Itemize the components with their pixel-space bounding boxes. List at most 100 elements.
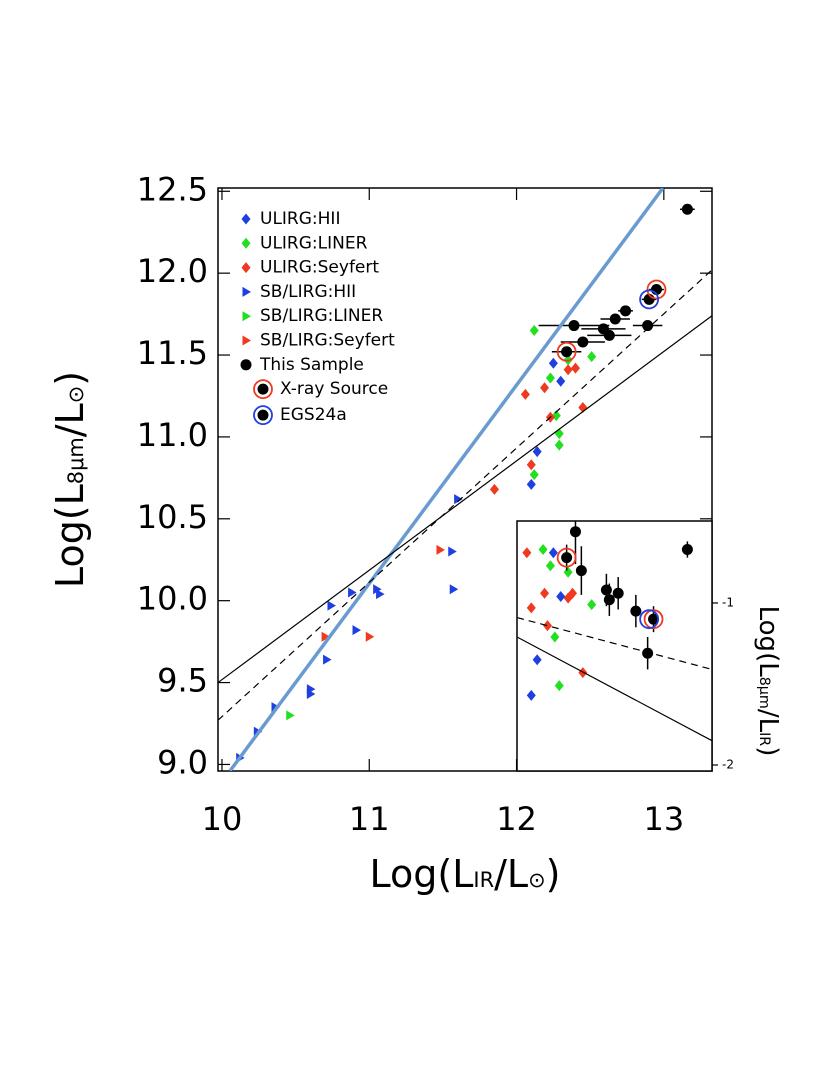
legend-label: SB/LIRG:LINER <box>260 306 383 326</box>
y-axis-label-part: ⊙ <box>64 386 88 404</box>
plot-area <box>517 521 712 742</box>
ring-marker <box>646 279 667 300</box>
circle-marker <box>612 587 624 599</box>
y2-axis-label-part: 8μm <box>757 677 773 709</box>
triangle-marker <box>365 631 375 642</box>
legend-label: X-ray Source <box>280 379 388 399</box>
circle-marker <box>630 605 642 617</box>
fit-line <box>517 616 712 670</box>
diamond-marker <box>529 324 539 336</box>
ring-marker <box>643 609 664 630</box>
diamond-marker <box>563 566 573 578</box>
y2-tick-label: -1 <box>722 595 734 609</box>
diamond-marker <box>551 410 561 422</box>
x-tick-label: 12 <box>496 800 537 838</box>
diamond-marker <box>529 469 539 481</box>
x-axis-label-part: /L <box>494 852 528 896</box>
diamond-marker <box>241 262 251 274</box>
triangle-marker <box>321 631 331 642</box>
diamond-marker <box>568 587 578 599</box>
ring-marker <box>556 341 577 362</box>
circle-marker <box>561 346 573 358</box>
y-tick-label: 10.0 <box>137 580 208 618</box>
fit-line <box>218 315 712 684</box>
ring-marker <box>253 379 273 400</box>
circle-marker <box>681 203 693 215</box>
y2-axis-label-part: ) <box>754 746 784 756</box>
diamond-marker <box>526 689 536 701</box>
y2-axis-label-part: /L <box>754 709 784 733</box>
x-axis-label-part: Log(L <box>370 852 474 896</box>
diamond-marker <box>550 631 560 643</box>
y-tick-label: 10.5 <box>137 498 208 536</box>
diamond-marker <box>554 439 564 451</box>
ring-marker <box>639 609 660 630</box>
triangle-marker <box>242 311 251 322</box>
circle-marker <box>569 526 581 538</box>
x-axis-label: Log(LIR/L⊙) <box>370 852 561 896</box>
circle-marker <box>648 613 660 625</box>
legend-label: SB/LIRG:HII <box>260 282 356 302</box>
diamond-marker <box>241 213 251 225</box>
diamond-marker <box>526 602 536 614</box>
diamond-marker <box>489 483 499 495</box>
circle-marker <box>642 320 654 332</box>
diamond-marker <box>540 587 550 599</box>
triangle-marker <box>454 494 463 505</box>
x-tick-label: 10 <box>202 800 243 838</box>
diamond-marker <box>532 446 542 458</box>
y-tick-label: 11.0 <box>137 416 208 454</box>
fit-line <box>517 636 712 742</box>
circle-marker <box>575 565 587 577</box>
ring-marker <box>556 547 577 568</box>
y-axis-label-part: ) <box>48 371 92 386</box>
x-axis-label-part: ⊙ <box>528 868 546 892</box>
ring-marker <box>639 289 660 310</box>
diamond-marker <box>532 654 542 666</box>
y2-axis-label: Log(L8μm/LIR) <box>754 606 784 757</box>
y-axis-label: Log(L8μm/L⊙) <box>48 371 92 588</box>
diamond-marker <box>554 680 564 692</box>
circle-marker <box>257 383 269 395</box>
diamond-marker <box>526 478 536 490</box>
diamond-marker <box>542 620 552 632</box>
x-tick-label: 11 <box>349 800 390 838</box>
y-axis-label-part: /L <box>48 403 92 437</box>
triangle-marker <box>373 584 382 595</box>
diamond-marker <box>522 547 532 559</box>
y-axis-label-part: Log(L <box>48 484 92 588</box>
y-tick-label: 12.0 <box>137 252 208 290</box>
circle-marker <box>600 584 612 596</box>
legend-label: EGS24a <box>280 405 347 425</box>
x-tick-label: 13 <box>643 800 684 838</box>
diamond-marker <box>545 560 555 572</box>
x-axis-label-part: ) <box>546 852 561 896</box>
circle-marker <box>603 594 615 606</box>
circle-marker <box>568 320 580 332</box>
diamond-marker <box>540 382 550 394</box>
circle-marker <box>642 647 654 659</box>
legend-label: ULIRG:HII <box>260 209 340 229</box>
circle-marker <box>681 544 693 556</box>
circle-marker <box>257 409 269 421</box>
circle-marker <box>561 552 573 564</box>
diamond-marker <box>545 372 555 384</box>
y-tick-label: 12.5 <box>137 170 208 208</box>
triangle-marker <box>449 584 459 595</box>
y2-tick-label: -2 <box>722 758 734 772</box>
legend-label: ULIRG:LINER <box>260 233 368 253</box>
circle-marker <box>609 313 621 325</box>
diamond-marker <box>241 237 251 249</box>
fit-line <box>218 269 712 721</box>
y-axis-label-part: 8μm <box>64 437 88 484</box>
plot-frame <box>516 520 713 772</box>
triangle-marker <box>323 654 332 665</box>
legend-label: This Sample <box>259 355 364 375</box>
triangle-marker <box>286 710 295 721</box>
triangle-marker <box>306 689 316 700</box>
y2-axis-label-part: Log(L <box>754 606 784 678</box>
triangle-marker <box>352 625 362 636</box>
triangle-marker <box>327 600 336 611</box>
fit-line <box>228 188 665 771</box>
